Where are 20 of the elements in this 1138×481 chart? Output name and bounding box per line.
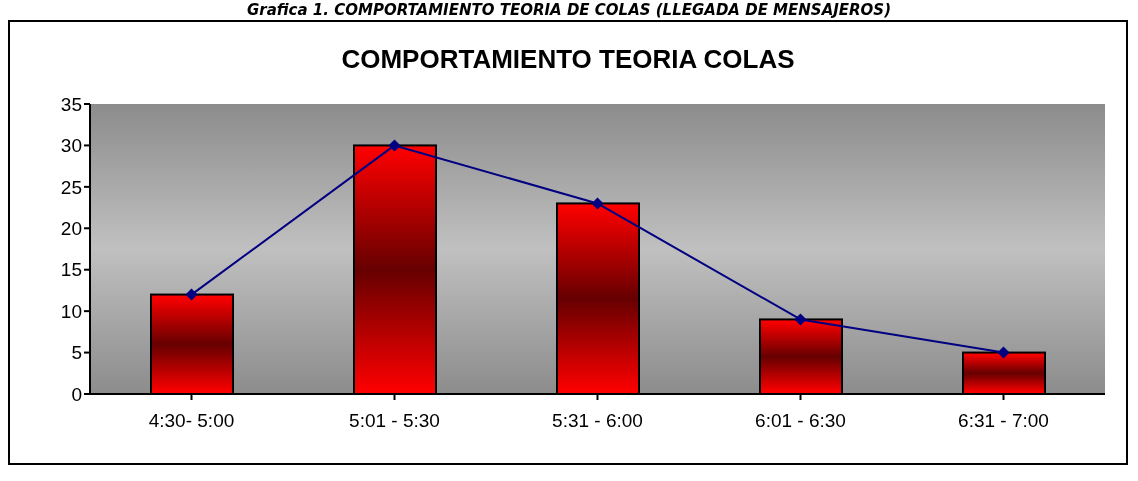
x-tick-label: 6:31 - 7:00	[958, 410, 1049, 432]
x-tick-label: 5:31 - 6:00	[552, 410, 643, 432]
point	[591, 197, 604, 210]
x-tick-label: 5:01 - 5:30	[349, 410, 440, 432]
point	[794, 313, 807, 326]
y-tick-label: 35	[60, 93, 82, 115]
y-tick-label: 5	[71, 342, 82, 364]
y-tick-label: 15	[60, 259, 82, 281]
x-tick-label: 4:30- 5:00	[148, 410, 235, 432]
y-tick-label: 20	[60, 218, 82, 240]
text: Grafica 1. COMPORTAMIENTO TEORIA DE COLAS (LLEGADA DE MENSAJEROS)	[245, 0, 893, 20]
point	[388, 139, 401, 152]
y-tick-label: 10	[60, 300, 82, 322]
y-tick-label: 0	[71, 383, 82, 405]
y-tick-label: 25	[60, 176, 82, 198]
chart-title: COMPORTAMIENTO TEORIA COLAS	[340, 44, 796, 76]
y-tick-label: 30	[60, 135, 82, 157]
x-tick-label: 6:01 - 6:30	[755, 410, 846, 432]
point	[185, 288, 198, 301]
point	[997, 346, 1010, 359]
